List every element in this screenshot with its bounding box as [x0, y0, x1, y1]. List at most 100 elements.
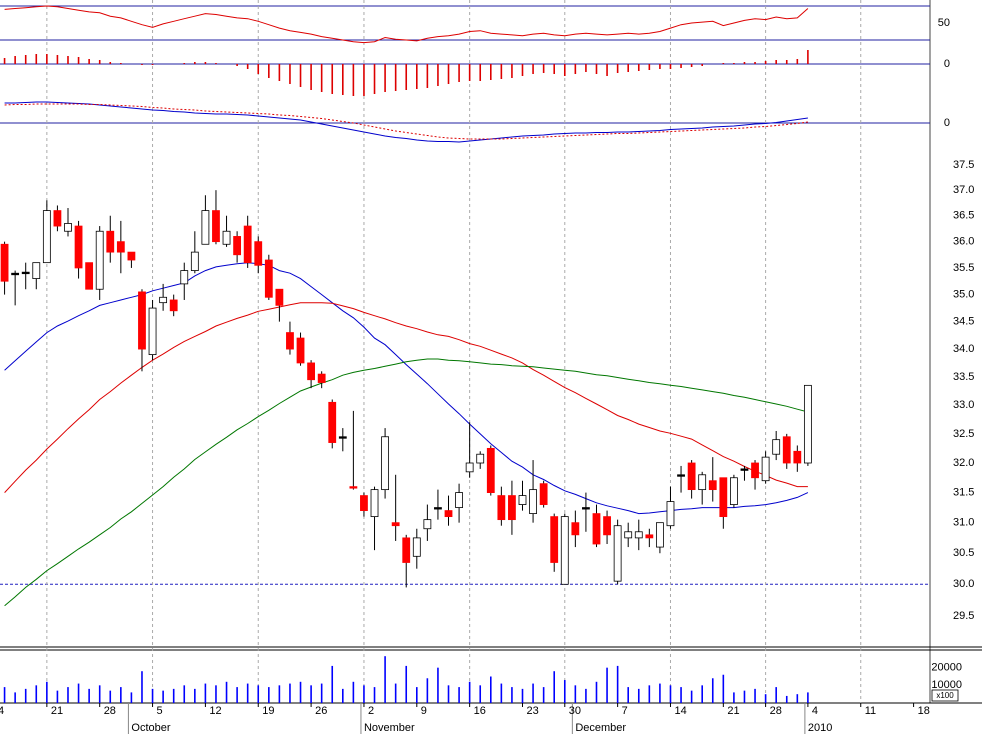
candle-body — [64, 223, 72, 232]
month-label: November — [364, 722, 415, 734]
x-tick-label: 11 — [865, 705, 876, 717]
x-tick-label: 23 — [527, 705, 539, 717]
y-tick-label: 37.5 — [953, 159, 974, 171]
candle-body — [381, 436, 389, 491]
candle-body — [338, 436, 347, 439]
candle-body — [360, 495, 368, 511]
marks-layer — [0, 5, 812, 703]
x-tick-label: 19 — [262, 705, 274, 717]
x-tick-label: 4 — [812, 705, 818, 717]
x-tick-label: 12 — [209, 705, 221, 717]
candle-body — [127, 251, 136, 261]
candle-body — [751, 462, 759, 479]
candle-body — [708, 480, 717, 491]
y-tick-label: 31.0 — [953, 517, 974, 529]
x-tick-label: 28 — [104, 705, 116, 717]
candle-body — [571, 522, 580, 536]
y-tick-label: 29.5 — [953, 610, 974, 622]
y-tick-label: 31.5 — [953, 487, 974, 499]
x-tick-label: 2 — [368, 705, 374, 717]
candle-body — [719, 477, 728, 518]
y-tick-label: 30.0 — [953, 578, 974, 590]
y-tick-label: 36.5 — [953, 210, 974, 222]
candle-body — [634, 531, 643, 539]
candle-body — [508, 495, 516, 521]
candle-body — [582, 507, 590, 510]
x-tick-label: 5 — [157, 705, 163, 717]
candle-body — [190, 251, 199, 271]
y-tick-label: 33.5 — [953, 371, 974, 383]
x-tick-label: 21 — [727, 705, 739, 717]
candle-body — [212, 210, 220, 243]
line-series — [4, 101, 808, 143]
y-tick-label: 34.5 — [953, 316, 974, 328]
candle-body — [645, 534, 654, 539]
candle-body — [32, 262, 41, 279]
y-tick-label: 37.0 — [953, 184, 974, 196]
candle-body — [275, 288, 284, 306]
candle-body — [74, 225, 83, 269]
candle-body — [95, 230, 104, 290]
candle-body — [42, 210, 51, 264]
y-tick-label: 10000 — [931, 679, 962, 691]
candle-body — [740, 468, 749, 471]
candle-body — [106, 230, 115, 253]
y-tick-label: 20000 — [931, 662, 962, 674]
candle-body — [698, 474, 707, 491]
candle-body — [529, 489, 537, 514]
candle-body — [159, 296, 168, 304]
month-label: December — [575, 722, 626, 734]
candle-body — [222, 230, 231, 245]
candle-body — [286, 332, 294, 350]
candle-body — [317, 373, 326, 383]
candle-body — [11, 272, 20, 276]
candle-body — [793, 450, 802, 464]
candle-body — [465, 462, 474, 473]
candle-body — [603, 516, 611, 536]
line-series — [4, 5, 809, 44]
candle-body — [349, 486, 358, 489]
x-tick-label: 4 — [0, 705, 4, 717]
candle-body — [592, 513, 601, 545]
line-series — [4, 302, 808, 493]
candle-body — [169, 299, 178, 312]
candle-body — [677, 474, 685, 477]
candle-body — [560, 516, 569, 585]
candle-body — [486, 447, 495, 493]
y-tick-label: 34.0 — [953, 343, 974, 355]
x-tick-label: 26 — [315, 705, 327, 717]
candle-body — [180, 270, 189, 285]
candle-body — [53, 210, 62, 227]
candle-body — [296, 337, 305, 364]
candle-body — [803, 384, 812, 464]
x-tick-label: 21 — [51, 705, 63, 717]
line-series — [4, 103, 808, 140]
candle-body — [550, 516, 559, 563]
candle-body — [539, 483, 548, 505]
candle-body — [730, 477, 738, 505]
candle-body — [85, 262, 94, 290]
x-tick-label: 16 — [474, 705, 486, 717]
candle-body — [21, 271, 30, 275]
candle-body — [0, 243, 9, 282]
candle-body — [455, 492, 463, 508]
candle-body — [687, 462, 696, 491]
month-label: 2010 — [808, 722, 832, 734]
candle-body — [116, 241, 125, 253]
x-tick-label: 9 — [421, 705, 427, 717]
candle-body — [254, 241, 263, 266]
candle-body — [402, 537, 411, 563]
y-tick-label: 30.5 — [953, 547, 974, 559]
candle-body — [518, 495, 527, 505]
y-tick-label: 33.0 — [953, 399, 974, 411]
candle-body — [666, 501, 675, 527]
candle-body — [772, 439, 781, 455]
x-tick-label: 30 — [569, 705, 581, 717]
candle-body — [307, 362, 316, 381]
candle-body — [656, 522, 664, 548]
y-tick-label: 32.0 — [953, 457, 974, 469]
candle-body — [497, 495, 506, 521]
